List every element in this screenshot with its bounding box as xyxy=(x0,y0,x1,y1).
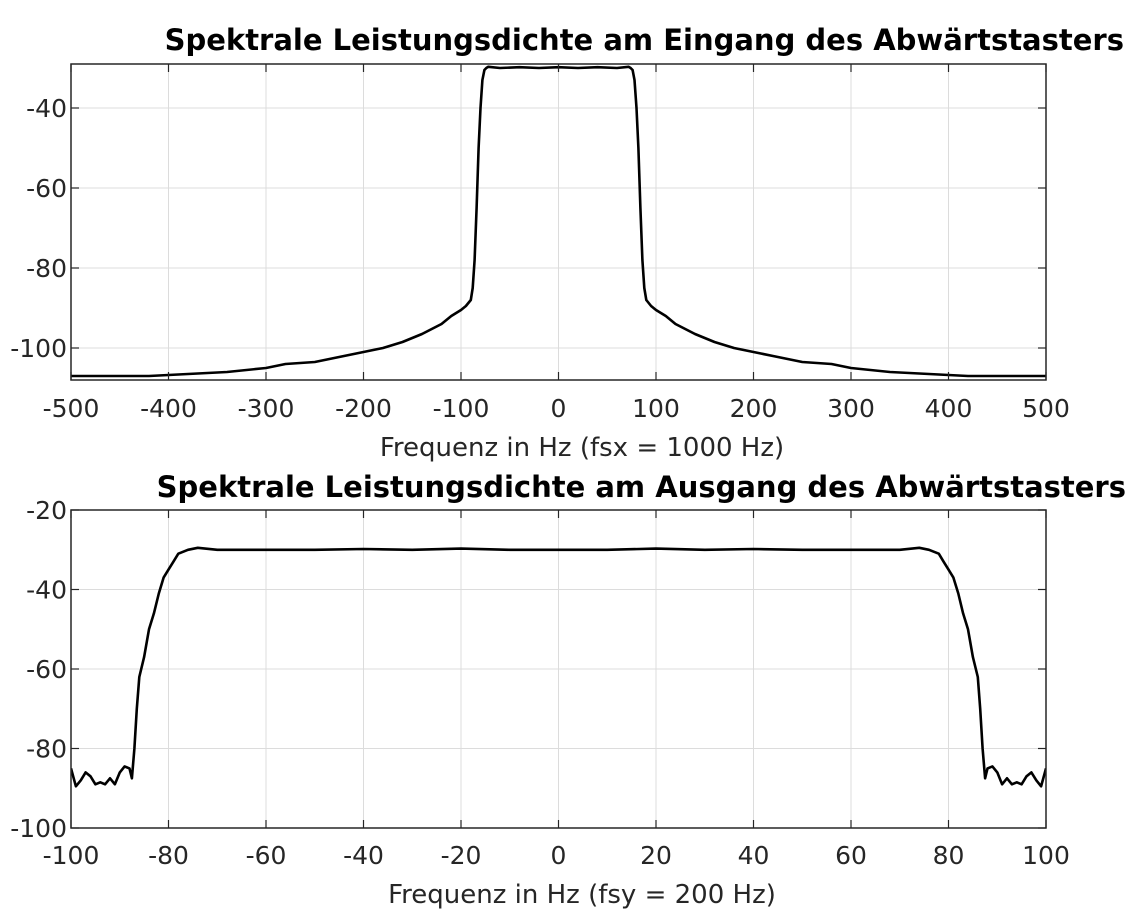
x-tick-label: 80 xyxy=(933,841,965,870)
y-tick-label: -40 xyxy=(26,576,67,605)
x-tick-label: 300 xyxy=(827,394,875,423)
chart-title: Spektrale Leistungsdichte am Ausgang des… xyxy=(157,470,1126,504)
y-tick-label: -80 xyxy=(26,735,67,764)
x-tick-label: 500 xyxy=(1022,394,1070,423)
x-tick-label: -20 xyxy=(441,841,482,870)
x-tick-label: 200 xyxy=(730,394,778,423)
x-tick-label: 20 xyxy=(640,841,672,870)
x-tick-label: 40 xyxy=(738,841,770,870)
y-tick-label: -80 xyxy=(26,254,67,283)
x-tick-label: -400 xyxy=(140,394,197,423)
series-line xyxy=(71,546,1046,788)
y-tick-label: -60 xyxy=(26,655,67,684)
x-tick-label: 60 xyxy=(835,841,867,870)
y-tick-label: -100 xyxy=(10,814,67,843)
x-tick-label: -80 xyxy=(148,841,189,870)
y-tick-label: -60 xyxy=(26,174,67,203)
x-tick-label: -40 xyxy=(343,841,384,870)
chart-title: Spektrale Leistungsdichte am Eingang des… xyxy=(165,23,1124,57)
y-tick-label: -100 xyxy=(10,334,67,363)
chart-output-psd: -100 -80 -60 -40 -20 0 20 40 60 80 100 -100 -80 -60 -4… xyxy=(10,470,1126,910)
x-tick-label: -100 xyxy=(43,841,100,870)
x-tick-label: -60 xyxy=(246,841,287,870)
x-axis-label: Frequenz in Hz (fsx = 1000 Hz) xyxy=(380,433,784,463)
x-tick-label: 400 xyxy=(925,394,973,423)
chart-input-psd: -500 -400 -300 -200 -100 0 100 200 300 400 500 -100… xyxy=(10,23,1124,463)
x-tick-label: 100 xyxy=(632,394,680,423)
x-tick-label: -300 xyxy=(238,394,295,423)
x-tick-label: 0 xyxy=(551,841,567,870)
x-tick-label: 100 xyxy=(1022,841,1070,870)
x-tick-label: -500 xyxy=(43,394,100,423)
x-tick-label: -200 xyxy=(335,394,392,423)
x-tick-label: 0 xyxy=(551,394,567,423)
y-tick-label: -40 xyxy=(26,94,67,123)
x-axis-label: Frequenz in Hz (fsy = 200 Hz) xyxy=(388,880,776,910)
y-tick-label: -20 xyxy=(26,496,67,525)
x-tick-label: -100 xyxy=(433,394,490,423)
